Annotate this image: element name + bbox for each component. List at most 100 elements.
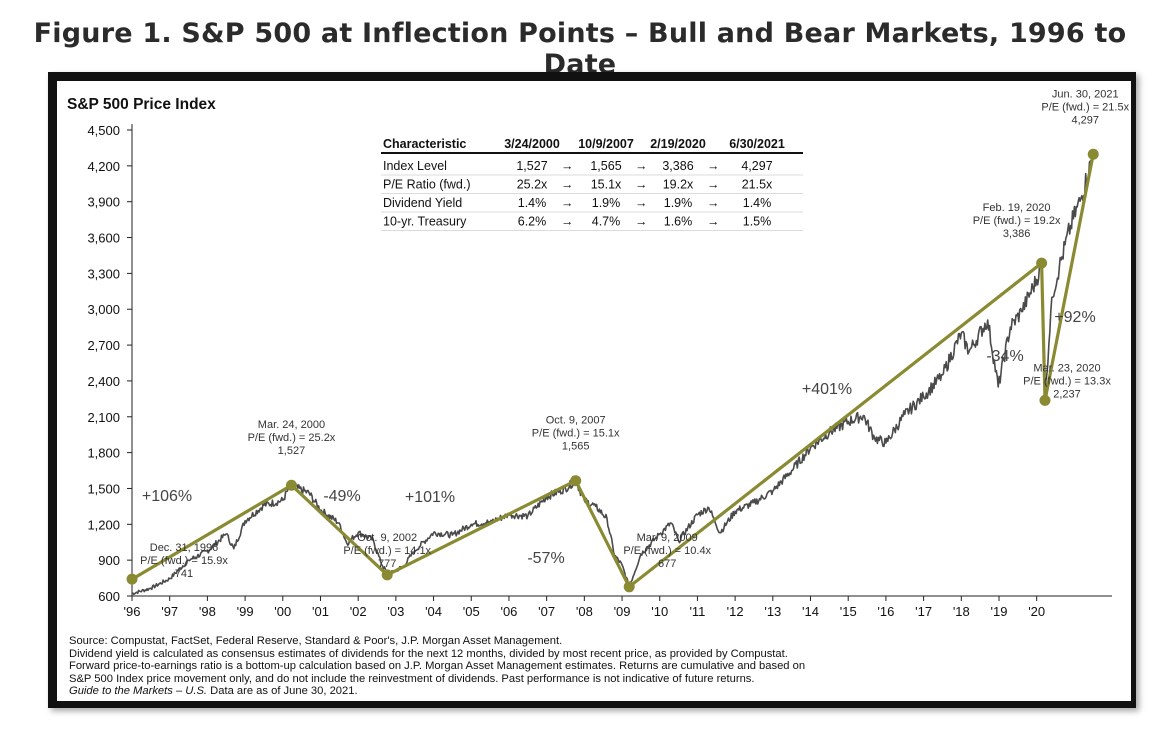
x-tick-label: '03 xyxy=(387,604,404,619)
arrow-icon: → xyxy=(635,178,648,192)
x-tick-label: '09 xyxy=(614,604,631,619)
arrow-icon: → xyxy=(635,159,648,173)
table-row-label: Index Level xyxy=(383,159,447,173)
x-tick-label: '20 xyxy=(1028,604,1045,619)
inflection-label: 777 xyxy=(378,558,396,570)
arrow-icon: → xyxy=(707,159,720,173)
source-line: S&P 500 Index price movement only, and d… xyxy=(69,672,755,685)
inflection-label: Mar. 9, 2009 xyxy=(637,532,698,544)
x-tick-label: '97 xyxy=(161,604,178,619)
inflection-label: 2,237 xyxy=(1053,388,1081,400)
inflection-marker xyxy=(381,569,393,581)
table-header: 2/19/2020 xyxy=(650,137,706,151)
x-tick-label: '16 xyxy=(877,604,894,619)
x-tick-label: '08 xyxy=(576,604,593,619)
source-line: Dividend yield is calculated as consensu… xyxy=(69,647,788,660)
y-tick-label: 3,600 xyxy=(87,231,120,246)
inflection-label: P/E (fwd.) = 15.1x xyxy=(532,428,620,440)
inflection-label: P/E (fwd.) = 10.4x xyxy=(623,545,711,557)
chart-title: S&P 500 Price Index xyxy=(67,96,216,113)
arrow-icon: → xyxy=(561,196,574,210)
x-tick-label: '02 xyxy=(350,604,367,619)
source-notes: Source: Compustat, FactSet, Federal Rese… xyxy=(69,635,1119,698)
price-chart: S&P 500 Price Index 4,500 4,200 3,900 3,600 3… xyxy=(67,88,1130,619)
source-line: Source: Compustat, FactSet, Federal Rese… xyxy=(69,635,563,647)
inflection-label: P/E (fwd.) = 19.2x xyxy=(973,215,1061,227)
return-label: -49% xyxy=(323,488,360,505)
x-tick-label: '07 xyxy=(538,604,555,619)
table-cell: 1.9% xyxy=(664,196,693,210)
table-cell: 19.2x xyxy=(663,178,694,192)
x-tick-label: '04 xyxy=(425,604,442,619)
arrow-icon: → xyxy=(707,215,720,229)
arrow-icon: → xyxy=(561,178,574,192)
table-cell: 1,527 xyxy=(516,159,547,173)
inflection-label: P/E (fwd.) = 21.5x xyxy=(1041,101,1129,113)
inflection-marker xyxy=(126,573,138,585)
x-tick-label: '06 xyxy=(500,604,517,619)
arrow-icon: → xyxy=(707,178,720,192)
x-tick-label: '99 xyxy=(237,604,254,619)
inflection-label: 1,527 xyxy=(278,445,306,457)
table-cell: 1.5% xyxy=(743,215,772,229)
y-tick-label: 1,800 xyxy=(87,446,120,461)
x-tick-label: '13 xyxy=(764,604,781,619)
inflection-label: P/E (fwd.) = 14.1x xyxy=(343,545,431,557)
table-header: 3/24/2000 xyxy=(504,137,560,151)
y-tick-label: 900 xyxy=(98,553,120,568)
arrow-icon: → xyxy=(635,196,648,210)
inflection-label: 4,297 xyxy=(1071,114,1099,126)
table-cell: 21.5x xyxy=(742,178,773,192)
table-cell: 1,565 xyxy=(590,159,621,173)
return-label: +106% xyxy=(142,488,192,505)
return-label: +101% xyxy=(405,489,455,506)
x-tick-label: '18 xyxy=(953,604,970,619)
table-cell: 1.9% xyxy=(592,196,621,210)
table-cell: 6.2% xyxy=(518,215,547,229)
y-tick-label: 2,700 xyxy=(87,338,120,353)
guide-title: Guide to the Markets – U.S. xyxy=(69,685,208,698)
x-tick-label: '17 xyxy=(915,604,932,619)
arrow-icon: → xyxy=(635,215,648,229)
inflection-label: 3,386 xyxy=(1003,228,1031,240)
inflection-marker xyxy=(1039,394,1051,406)
x-tick-label: '19 xyxy=(991,604,1008,619)
y-tick-label: 3,000 xyxy=(87,302,120,317)
table-cell: 25.2x xyxy=(517,178,548,192)
chart-frame: S&P 500 Price Index 4,500 4,200 3,900 3,600 3… xyxy=(48,72,1136,708)
y-tick-label: 600 xyxy=(98,589,120,604)
chart-panel: S&P 500 Price Index 4,500 4,200 3,900 3,600 3… xyxy=(57,81,1131,701)
inflection-label: P/E (fwd.) = 13.3x xyxy=(1023,375,1111,387)
y-tick-label: 3,300 xyxy=(87,266,120,281)
source-line: Forward price-to-earnings ratio is a bot… xyxy=(69,660,806,673)
inflection-trend-line xyxy=(131,153,1095,589)
table-header: Characteristic xyxy=(383,137,466,151)
table-cell: 1.4% xyxy=(518,196,547,210)
y-tick-label: 4,200 xyxy=(87,159,120,174)
return-label: +401% xyxy=(802,381,852,398)
inflection-label: 1,565 xyxy=(562,441,590,453)
return-label: -34% xyxy=(986,348,1023,365)
x-tick-label: '10 xyxy=(651,604,668,619)
arrow-icon: → xyxy=(707,196,720,210)
x-tick-label: '14 xyxy=(802,604,819,619)
table-header: 6/30/2021 xyxy=(729,137,785,151)
y-tick-label: 1,500 xyxy=(87,481,120,496)
y-tick-label: 3,900 xyxy=(87,195,120,210)
arrow-icon: → xyxy=(561,215,574,229)
table-row-label: 10-yr. Treasury xyxy=(383,215,467,229)
y-tick-label: 2,100 xyxy=(87,410,120,425)
inflection-marker xyxy=(1036,257,1048,269)
x-tick-label: '15 xyxy=(840,604,857,619)
return-label: -57% xyxy=(527,550,564,567)
inflection-label: Dec. 31, 1996 xyxy=(150,542,219,554)
table-header: 10/9/2007 xyxy=(578,137,634,151)
inflection-label: Oct. 9, 2007 xyxy=(546,415,606,427)
inflection-label: Oct. 9, 2002 xyxy=(357,532,417,544)
table-row-label: Dividend Yield xyxy=(383,196,462,210)
table-cell: 15.1x xyxy=(591,178,622,192)
x-tick-label: '01 xyxy=(312,604,329,619)
y-tick-label: 2,400 xyxy=(87,374,120,389)
inflection-label: Mar. 23, 2020 xyxy=(1033,362,1100,374)
figure-title: Figure 1. S&P 500 at Inflection Points –… xyxy=(33,18,1127,80)
